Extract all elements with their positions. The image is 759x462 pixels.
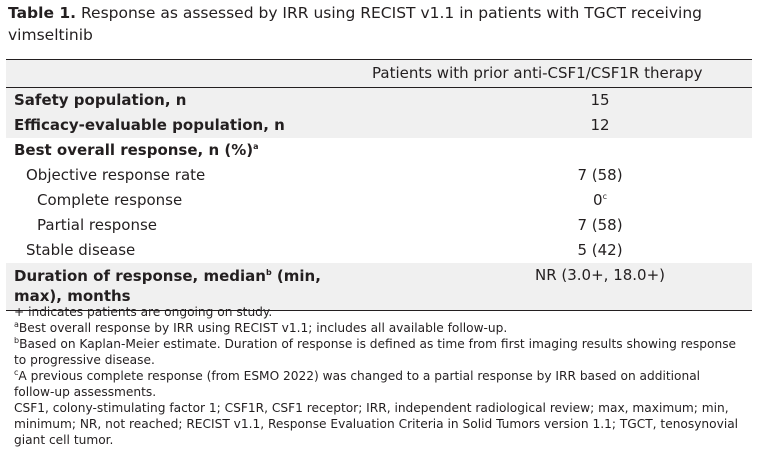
row-value: NR (3.0+, 18.0+)	[534, 266, 666, 284]
footnote-b: bBased on Kaplan-Meier estimate. Duratio…	[14, 335, 737, 367]
row-label: Safety population, n	[14, 91, 187, 109]
column-header: Patients with prior anti-CSF1/CSF1R ther…	[372, 64, 703, 82]
footnote-marker: b	[265, 268, 272, 277]
table-row: Safety population, n 15	[6, 88, 752, 113]
row-label: Duration of response, medianb (min, max)…	[14, 267, 321, 305]
row-label: Stable disease	[26, 241, 136, 259]
table-row: Efficacy-evaluable population, n 12	[6, 113, 752, 138]
table-row: Objective response rate 7 (58)	[6, 163, 752, 188]
table-label: Table 1.	[8, 4, 77, 22]
table-header: Patients with prior anti-CSF1/CSF1R ther…	[6, 59, 752, 88]
table-row: Stable disease 5 (42)	[6, 238, 752, 263]
footnote-marker: c	[602, 192, 607, 201]
footnote-marker: a	[253, 142, 259, 151]
table-row: Duration of response, medianb (min, max)…	[6, 263, 752, 311]
footnote-abbreviations: CSF1, colony-stimulating factor 1; CSF1R…	[14, 401, 739, 447]
row-value: 15	[590, 91, 610, 109]
table-row: Partial response 7 (58)	[6, 213, 752, 238]
table-caption: Table 1. Response as assessed by IRR usi…	[8, 2, 748, 46]
footnote-c: cA previous complete response (from ESMO…	[14, 367, 701, 399]
table-title: Response as assessed by IRR using RECIST…	[8, 4, 702, 44]
footnote-plus: + indicates patients are ongoing on stud…	[14, 305, 273, 319]
row-value: 7 (58)	[577, 216, 623, 234]
table-row: Best overall response, n (%)a	[6, 138, 752, 163]
row-label: Best overall response, n (%)a	[14, 141, 259, 159]
row-label: Partial response	[37, 216, 158, 234]
footnotes: + indicates patients are ongoing on stud…	[14, 304, 744, 448]
row-value: 12	[590, 116, 610, 134]
response-table: Patients with prior anti-CSF1/CSF1R ther…	[6, 59, 752, 311]
row-value: 0c	[593, 191, 607, 209]
row-label: Complete response	[37, 191, 183, 209]
table-row: Complete response 0c	[6, 188, 752, 213]
row-value: 7 (58)	[577, 166, 623, 184]
row-value: 5 (42)	[577, 241, 623, 259]
row-label: Objective response rate	[26, 166, 206, 184]
row-label: Efficacy-evaluable population, n	[14, 116, 285, 134]
footnote-a: aBest overall response by IRR using RECI…	[14, 319, 508, 335]
